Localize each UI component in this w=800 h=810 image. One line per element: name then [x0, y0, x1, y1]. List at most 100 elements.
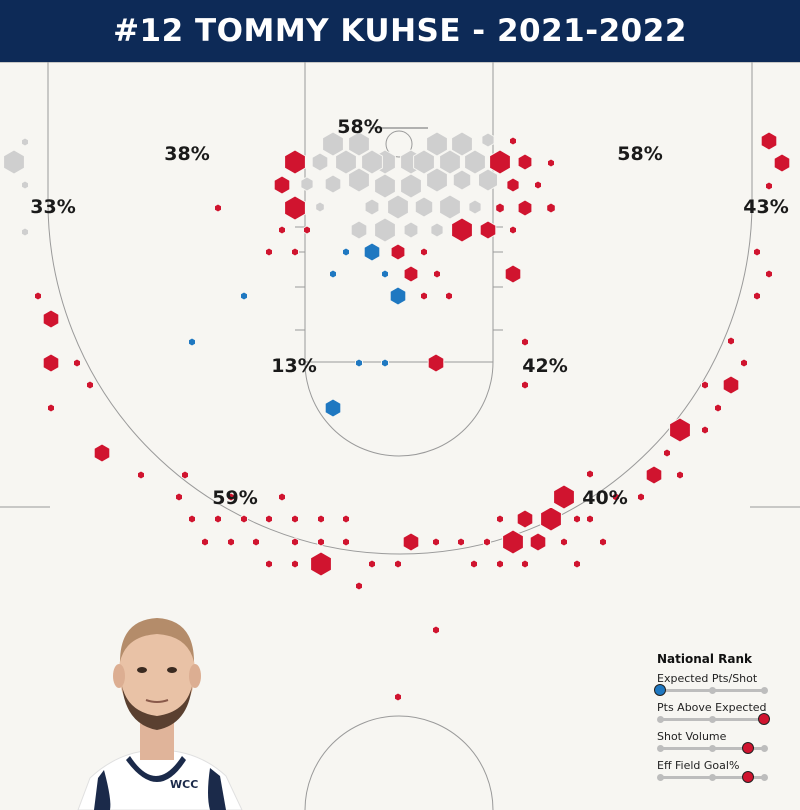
shot-hex [612, 492, 620, 502]
legend-label: Eff Field Goal% [657, 759, 740, 772]
shot-hex [457, 537, 465, 547]
shot-hex [478, 168, 498, 192]
shot-hex [403, 221, 419, 239]
shot-hex [540, 506, 562, 532]
shot-hex [381, 358, 389, 368]
shot-hex [637, 492, 645, 502]
legend-slider [654, 684, 768, 696]
shot-hex [181, 470, 189, 480]
shot-hex [516, 509, 534, 529]
shot-hex [389, 286, 407, 306]
shot-hex [676, 470, 684, 480]
shot-hex [355, 358, 363, 368]
shot-hex [426, 167, 448, 193]
legend-knob [742, 742, 755, 754]
shot-hex [175, 492, 183, 502]
chart-title: #12 TOMMY KUHSE - 2021-2022 [113, 13, 687, 49]
shot-hex [521, 337, 529, 347]
shot-hex [21, 227, 29, 237]
shot-hex [291, 514, 299, 524]
shot-hex [342, 247, 350, 257]
shot-hex [227, 537, 235, 547]
shot-hex [300, 176, 314, 192]
legend-knob [758, 713, 770, 725]
shot-hex [291, 247, 299, 257]
shot-hex [760, 131, 778, 151]
shot-hex [529, 532, 547, 552]
shot-hex [765, 181, 773, 191]
shot-hex [468, 199, 482, 215]
shot-hex [452, 169, 472, 191]
shot-hex [432, 625, 440, 635]
shot-hex [402, 532, 420, 552]
shot-hex [701, 425, 709, 435]
zone-labels: 58% 38% 58% 33% 43% 13% 42% 59% 40% [30, 116, 788, 509]
shot-hex [201, 537, 209, 547]
shot-hex [21, 180, 29, 190]
shot-hex [451, 217, 473, 243]
shot-hex [663, 448, 671, 458]
shot-hex [278, 492, 286, 502]
shot-hex [481, 132, 495, 148]
shot-hex [479, 220, 497, 240]
shot-hex [773, 153, 791, 173]
legend: National Rank Expected Pts/Shot Pts Abov… [654, 652, 777, 788]
zone-label-right-elbow: 42% [522, 355, 567, 377]
shot-hex [504, 264, 522, 284]
shot-hex [517, 199, 533, 217]
shot-hex [586, 469, 594, 479]
shot-hex [753, 247, 761, 257]
shot-hex [252, 537, 260, 547]
shot-hex [214, 203, 222, 213]
shot-hex [400, 173, 422, 199]
player-photo: WCC [77, 618, 243, 810]
legend-slider [657, 771, 768, 783]
shot-hex [42, 309, 60, 329]
shot-hex [740, 358, 748, 368]
shot-hex [34, 291, 42, 301]
shot-hex [496, 514, 504, 524]
shot-hex [521, 559, 529, 569]
legend-item-expected-pts: Expected Pts/Shot [654, 672, 777, 701]
shot-hex [214, 514, 222, 524]
shot-hex [553, 484, 575, 510]
shot-hex [445, 291, 453, 301]
shot-hex [381, 269, 389, 279]
shot-hex [363, 242, 381, 262]
shot-hex [329, 269, 337, 279]
shot-hex [573, 559, 581, 569]
shot-hex [284, 195, 306, 221]
shot-hex [303, 225, 311, 235]
legend-knob [742, 771, 755, 783]
shot-hex [413, 149, 435, 175]
shot-hex [521, 380, 529, 390]
legend-label: Shot Volume [657, 730, 727, 743]
shot-hex [273, 175, 291, 195]
shot-hex [265, 514, 273, 524]
shot-hex [701, 380, 709, 390]
shot-hex [335, 149, 357, 175]
shot-hex [547, 158, 555, 168]
shot-hex [278, 225, 286, 235]
shot-hex [483, 537, 491, 547]
shot-hex [439, 149, 461, 175]
legend-knob [654, 684, 666, 696]
shot-hex [350, 220, 368, 240]
shot-hex [586, 514, 594, 524]
shot-hex [265, 559, 273, 569]
title-bar: #12 TOMMY KUHSE - 2021-2022 [0, 0, 800, 62]
shot-hex [291, 559, 299, 569]
shot-hex [42, 353, 60, 373]
shot-hex [765, 269, 773, 279]
shot-hex [496, 559, 504, 569]
shot-hex [727, 336, 735, 346]
shot-hex [240, 514, 248, 524]
shot-hex [451, 131, 473, 157]
shot-hex [534, 180, 542, 190]
shot-hex [502, 529, 524, 555]
shot-hex [284, 149, 306, 175]
shot-hex [93, 443, 111, 463]
court-chart: 58% 38% 58% 33% 43% 13% 42% 59% 40% [0, 62, 800, 810]
shot-hex [361, 149, 383, 175]
